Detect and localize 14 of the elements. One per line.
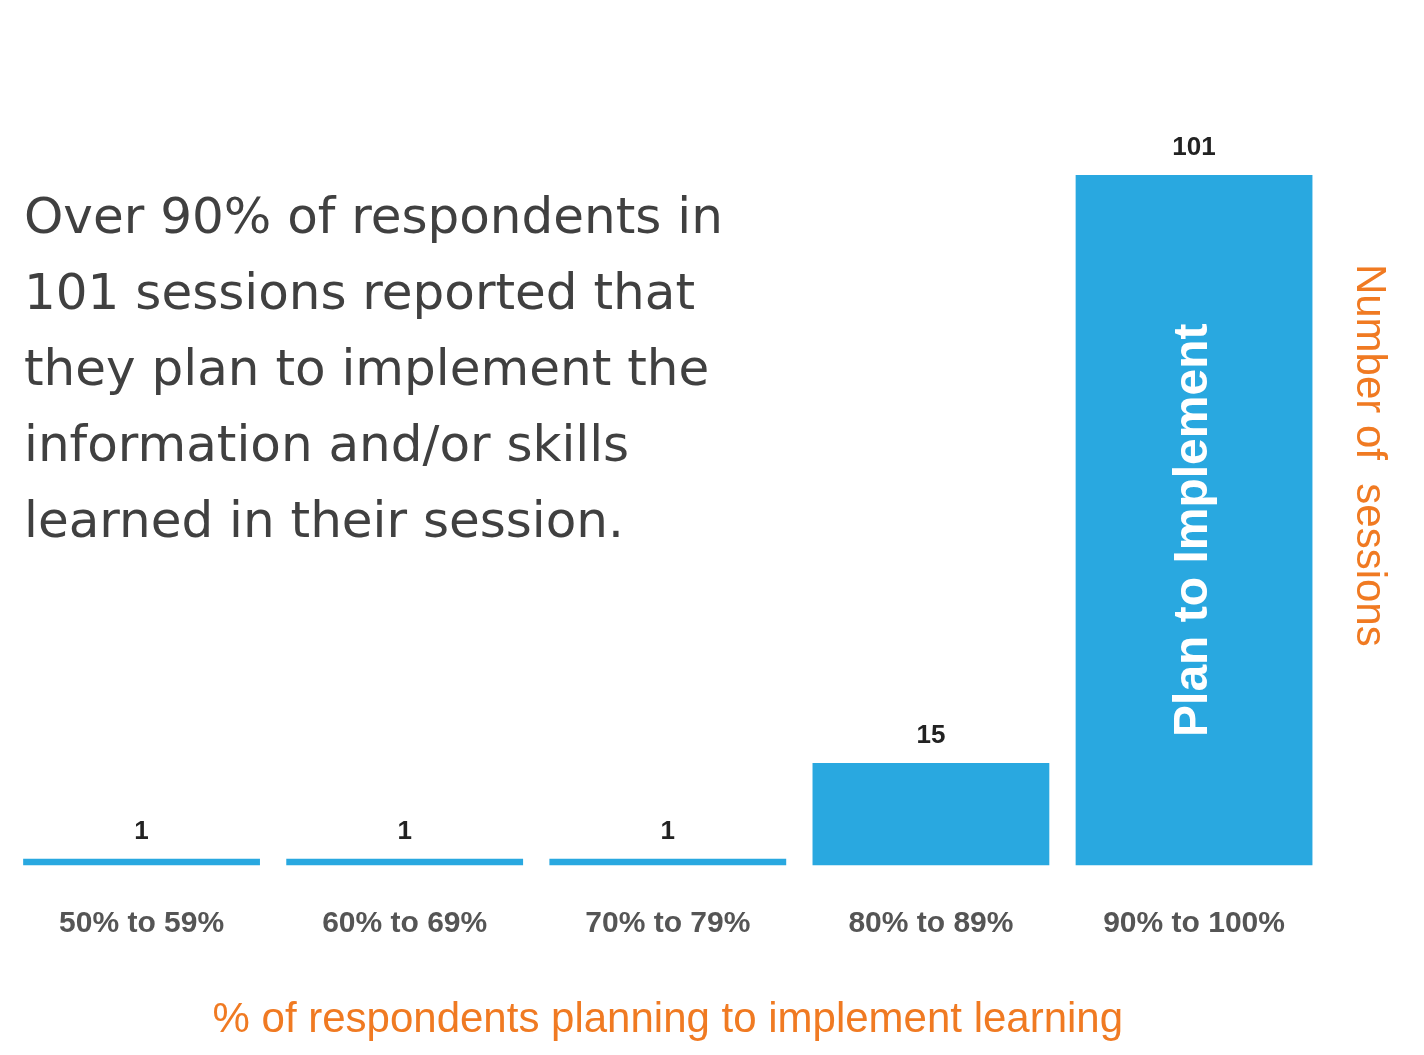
x-tick-label: 70% to 79% [585,904,751,938]
y-axis-title: Number of sessions [1348,263,1396,647]
x-tick-label: 50% to 59% [59,904,225,938]
data-label: 101 [1172,131,1216,162]
data-label: 1 [660,814,676,845]
annotation: Plan to Implement [1164,323,1218,737]
x-tick-label: 80% to 89% [848,904,1014,938]
x-tick-label: 60% to 69% [322,904,488,938]
x-axis-title: % of respondents planning to implement learning [212,994,1124,1042]
data-label: 15 [916,719,946,750]
data-label: 1 [397,814,412,845]
data-label: 1 [134,814,149,845]
x-tick-label: 90% to 100% [1103,904,1285,938]
annotation: Over 90% of respondents in 101 sessions reported that they plan to implement the information and/or skills learned in their session. [24,186,724,551]
